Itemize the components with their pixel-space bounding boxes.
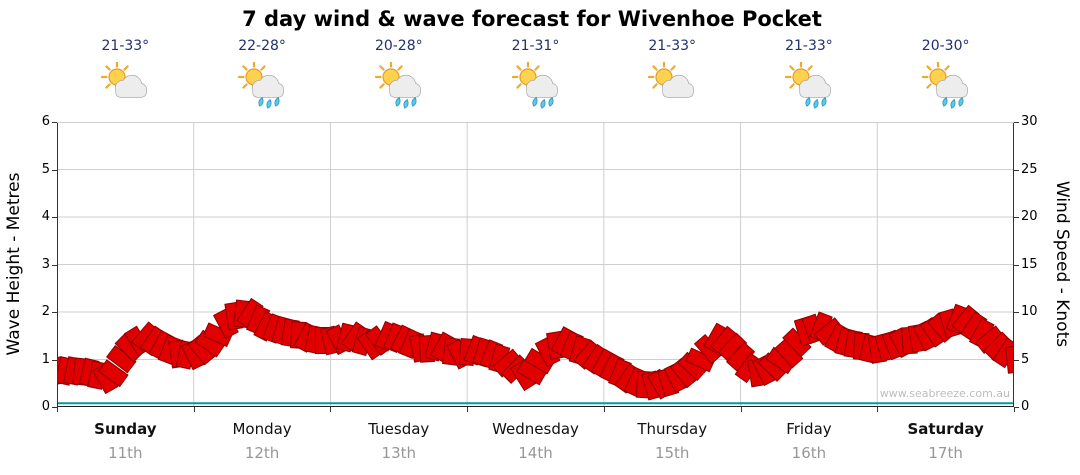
y-tickmark-right <box>1014 169 1019 171</box>
y-tick-left: 2 <box>41 304 50 319</box>
temperature-range: 21-33° <box>101 38 150 54</box>
y-tick-left: 1 <box>41 351 50 367</box>
x-tickmark <box>1014 407 1015 412</box>
y-tick-left: 0 <box>41 399 50 414</box>
y-tick-right: 15 <box>1021 256 1038 272</box>
weather-icon-sun-cloud <box>98 60 152 114</box>
weather-icon-sun-cloud <box>645 60 699 114</box>
day-label: Thursday <box>637 420 708 438</box>
y-tick-right: 20 <box>1021 209 1038 224</box>
day-label: Sunday <box>94 420 157 438</box>
day-label: Wednesday <box>492 420 579 438</box>
temperature-range: 21-33° <box>648 38 697 54</box>
weather-icon-sun-cloud-rain <box>372 60 426 114</box>
y-tick-left: 3 <box>41 256 50 272</box>
date-label: 16th <box>791 444 827 462</box>
day-label: Tuesday <box>368 420 430 438</box>
left-axis-label: Wave Height - Metres <box>4 172 24 356</box>
weather-icon-sun-cloud-rain <box>919 60 973 114</box>
x-tickmark <box>193 407 195 412</box>
temperature-range: 20-30° <box>921 38 970 54</box>
y-tick-left: 4 <box>41 209 50 224</box>
y-tick-right: 30 <box>1021 114 1038 129</box>
y-tickmark-left <box>52 217 57 218</box>
weather-icon-sun-cloud-rain <box>782 60 836 114</box>
day-label: Saturday <box>907 420 984 438</box>
date-label: 13th <box>381 444 417 462</box>
y-tickmark-right <box>1014 122 1019 123</box>
temperature-range: 20-28° <box>374 38 423 54</box>
x-tickmark <box>57 407 58 412</box>
date-label: 14th <box>518 444 553 462</box>
temperature-range: 21-33° <box>785 38 833 54</box>
date-label: 17th <box>928 444 963 462</box>
chart-title: 7 day wind & wave forecast for Wivenhoe … <box>242 7 822 31</box>
date-label: 11th <box>108 444 143 462</box>
y-tickmark-left <box>52 264 57 266</box>
y-tick-right: 10 <box>1021 304 1038 319</box>
x-tickmark <box>330 407 332 412</box>
y-tickmark-left <box>52 312 57 313</box>
watermark: www.seabreeze.com.au <box>879 387 1010 400</box>
y-tickmark-right <box>1014 312 1019 313</box>
y-tick-left: 5 <box>41 161 50 177</box>
y-tickmark-right <box>1014 407 1019 408</box>
day-label: Monday <box>232 420 292 438</box>
y-tickmark-right <box>1014 264 1019 266</box>
weather-icon-sun-cloud-rain <box>235 60 289 114</box>
temperature-range: 22-28° <box>238 38 286 54</box>
y-tickmark-left <box>52 407 57 408</box>
weather-icon-sun-cloud-rain <box>509 60 563 114</box>
x-tickmark <box>603 407 605 412</box>
temperature-range: 21-31° <box>511 38 560 54</box>
x-tickmark <box>467 407 469 412</box>
y-tick-right: 5 <box>1021 351 1030 367</box>
day-label: Friday <box>786 420 832 438</box>
y-tickmark-right <box>1014 217 1019 218</box>
y-tickmark-left <box>52 169 57 171</box>
x-tickmark <box>877 407 879 412</box>
right-axis-label: Wind Speed - Knots <box>1052 180 1072 348</box>
y-tickmark-right <box>1014 359 1019 361</box>
y-tick-right: 25 <box>1021 161 1038 177</box>
y-tick-right: 0 <box>1021 399 1030 414</box>
y-tickmark-left <box>52 122 57 123</box>
date-label: 12th <box>244 444 280 462</box>
x-tickmark <box>740 407 742 412</box>
y-tickmark-left <box>52 359 57 361</box>
date-label: 15th <box>654 444 690 462</box>
y-tick-left: 6 <box>41 114 50 129</box>
chart-plot-area <box>57 122 1014 407</box>
